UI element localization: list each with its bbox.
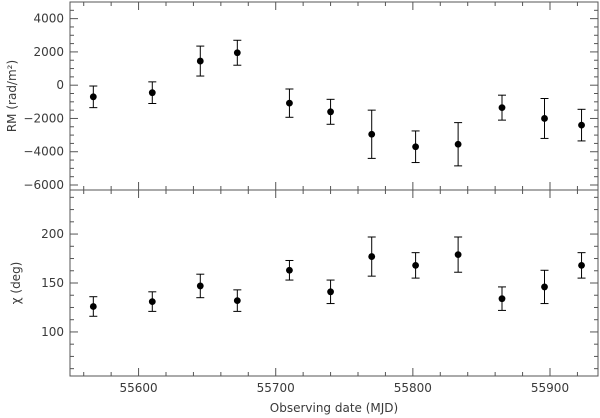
rm-data-point [412,143,419,151]
rm-data-point [541,115,548,122]
angle-data-point [498,295,506,303]
angle-y-tick-label: 200 [41,227,64,241]
angle-y-tick-label: 100 [41,325,64,339]
angle-panel: 55600 55700 55800 55900 100 150 200 [41,189,599,395]
rm-data-point [148,89,156,97]
rm-data-point [286,99,293,107]
rm-data-point [196,57,204,65]
angle-data-point [578,261,585,269]
x-tick-label: 55800 [394,381,432,395]
rm-data-point [454,140,462,148]
angle-data-point [541,283,548,291]
angle-data-point [148,298,156,305]
rm-y-tick-label: −6000 [23,178,64,192]
angle-data-point [327,288,334,296]
rm-axis-title: RM (rad/m²) [5,60,19,132]
rm-data-point [368,130,376,138]
x-tick-label: 55600 [119,381,157,395]
rm-data-point [89,93,97,101]
rm-data-point [233,49,241,57]
angle-data-point [89,303,97,310]
x-axis-title: Observing date (MJD) [270,401,398,415]
rm-y-tick-label: 0 [56,78,64,92]
angle-data-point [454,251,462,259]
rm-data-point [327,108,334,116]
x-tick-label: 55900 [531,381,569,395]
rm-y-tick-label: 2000 [33,45,64,59]
rm-y-tick-label: −4000 [23,145,64,159]
angle-data-point [196,282,204,290]
rm-data-point [498,104,506,112]
angle-plot-frame [69,189,599,377]
rm-plot-frame [69,1,599,191]
angle-y-tick-label: 150 [41,276,64,290]
rm-panel: −6000 −4000 −2000 0 2000 4000 [23,1,599,192]
rm-y-tick-label: 4000 [33,12,64,26]
rm-data-point [578,121,585,129]
angle-data-point [368,253,376,260]
x-tick-label: 55700 [257,381,295,395]
angle-data-point [412,261,419,269]
rm-y-tick-label: −2000 [23,111,64,125]
angle-data-point [286,266,293,274]
angle-data-point [233,297,241,305]
angle-axis-title: χ (deg) [9,262,23,305]
